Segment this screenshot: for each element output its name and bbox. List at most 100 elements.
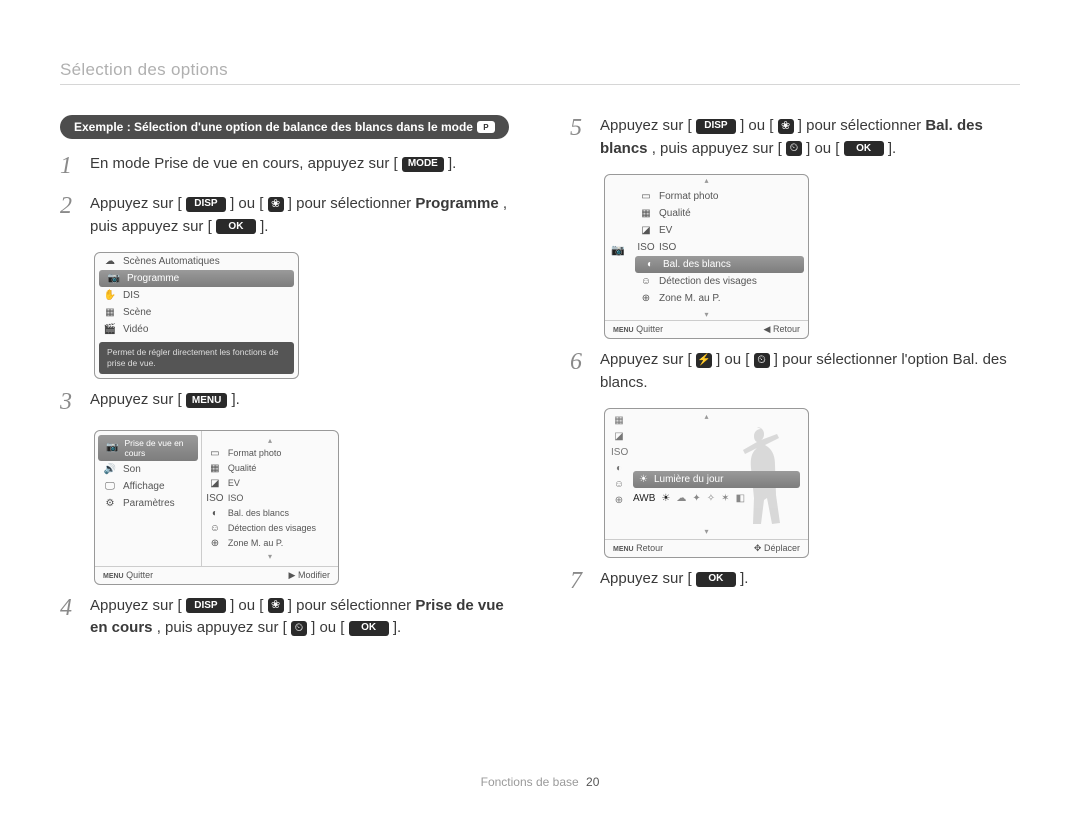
step-number: 3 bbox=[60, 389, 90, 415]
list-item: ◪EV bbox=[202, 476, 338, 491]
list-item: ◐Bal. des blancs bbox=[635, 256, 804, 273]
move-icon: ✥ bbox=[754, 543, 762, 553]
item-label: Zone M. au P. bbox=[228, 538, 283, 548]
example-pill-text: Exemple : Sélection d'une option de bala… bbox=[74, 120, 473, 134]
camera-ui-mode-list: ☁Scènes Automatiques📷Programme✋DIS▦Scène… bbox=[94, 252, 299, 379]
text: En mode Prise de vue en cours, appuyez s… bbox=[90, 155, 398, 172]
menu-button-icon: MENU bbox=[186, 393, 227, 408]
list-item: ⊕Zone M. au P. bbox=[631, 290, 808, 307]
list-item: ▭Format photo bbox=[202, 446, 338, 461]
step-3: 3 Appuyez sur [ MENU ]. bbox=[60, 389, 510, 415]
item-label: Détection des visages bbox=[228, 523, 316, 533]
step-number: 2 bbox=[60, 193, 90, 219]
list-item: ▦Scène bbox=[95, 304, 298, 321]
arrow-right-icon: ▶ bbox=[289, 570, 296, 580]
step-body: Appuyez sur [ DISP ] ou [ ❀ ] pour sélec… bbox=[600, 115, 1020, 160]
text: ] pour sélectionner bbox=[288, 597, 416, 614]
footer-right: ◀ Retour bbox=[764, 324, 800, 335]
list-item: ✋DIS bbox=[95, 287, 298, 304]
step-number: 6 bbox=[570, 349, 600, 375]
item-label: Vidéo bbox=[123, 324, 148, 335]
scroll-up-icon: ▴ bbox=[202, 435, 338, 446]
list-item: ⊕Zone M. au P. bbox=[202, 536, 338, 551]
item-label: Paramètres bbox=[123, 498, 175, 509]
page-footer: Fonctions de base 20 bbox=[0, 775, 1080, 789]
text: ] ou [ bbox=[230, 195, 263, 212]
item-label: Affichage bbox=[123, 481, 165, 492]
strip-icon: ◪ bbox=[611, 431, 627, 442]
example-pill: Exemple : Sélection d'une option de bala… bbox=[60, 115, 509, 139]
scroll-down-icon: ▾ bbox=[605, 526, 808, 537]
step-1: 1 En mode Prise de vue en cours, appuyez… bbox=[60, 153, 510, 179]
item-label: Son bbox=[123, 464, 141, 475]
list-item: ◐Bal. des blancs bbox=[202, 506, 338, 521]
step-number: 4 bbox=[60, 595, 90, 621]
strip-icon: ⊕ bbox=[611, 495, 627, 506]
ok-button-icon: OK bbox=[696, 572, 736, 587]
right-column: 5 Appuyez sur [ DISP ] ou [ ❀ ] pour sél… bbox=[570, 115, 1020, 654]
item-label: Détection des visages bbox=[659, 276, 757, 287]
text: ] ou [ bbox=[806, 140, 839, 157]
list-item: 🔊 Son bbox=[95, 461, 201, 478]
list-item: ▦Qualité bbox=[202, 461, 338, 476]
item-label: Scènes Automatiques bbox=[123, 256, 220, 267]
flower-button-icon: ❀ bbox=[778, 119, 794, 134]
settings-list: ▭Format photo▦Qualité◪EVISOISO◐Bal. des … bbox=[605, 186, 808, 309]
text: , puis appuyez sur [ bbox=[157, 619, 287, 636]
text: Retour bbox=[773, 324, 800, 334]
sun-icon: ☀ bbox=[639, 474, 648, 485]
header-rule bbox=[60, 84, 1020, 85]
step-number: 1 bbox=[60, 153, 90, 179]
disp-button-icon: DISP bbox=[696, 119, 736, 134]
ok-button-icon: OK bbox=[216, 219, 256, 234]
strip-icon: ISO bbox=[611, 447, 627, 458]
text: , puis appuyez sur [ bbox=[652, 140, 782, 157]
footer-left: MENU Quitter bbox=[103, 570, 153, 581]
step-body: Appuyez sur [ DISP ] ou [ ❀ ] pour sélec… bbox=[90, 193, 510, 238]
item-icon: ▦ bbox=[639, 208, 653, 219]
item-icon: ◐ bbox=[208, 508, 222, 519]
text: Quitter bbox=[636, 324, 663, 334]
step-7: 7 Appuyez sur [ OK ]. bbox=[570, 568, 1020, 594]
text: Appuyez sur [ bbox=[600, 351, 692, 368]
text-bold: Programme bbox=[415, 195, 498, 212]
item-icon: ISO bbox=[208, 493, 222, 504]
item-icon: ▭ bbox=[208, 448, 222, 459]
step-body: Appuyez sur [ OK ]. bbox=[600, 568, 1020, 591]
text: ] pour sélectionner bbox=[798, 117, 926, 134]
text: ] pour sélectionner bbox=[288, 195, 416, 212]
list-item: ▭Format photo bbox=[631, 188, 808, 205]
wb-option-icon: ☀ bbox=[661, 493, 670, 504]
item-icon: ☁ bbox=[103, 256, 117, 267]
list-item: ⚙Paramètres bbox=[95, 495, 201, 512]
camera-icon: 📷 bbox=[611, 243, 625, 256]
item-label: Bal. des blancs bbox=[663, 259, 731, 270]
item-label: ISO bbox=[659, 242, 676, 253]
strip-icon: ▦ bbox=[611, 415, 627, 426]
list-item: ☺ Détection des visages bbox=[631, 273, 808, 290]
item-icon: ◪ bbox=[639, 225, 653, 236]
item-icon: ☺ bbox=[639, 276, 653, 287]
item-icon: 🖵 bbox=[103, 481, 117, 492]
text: ] ou [ bbox=[311, 619, 344, 636]
page-header: Sélection des options bbox=[60, 60, 1020, 80]
text: Appuyez sur [ bbox=[600, 117, 692, 134]
item-icon: ▦ bbox=[103, 307, 117, 318]
settings-strip: ▦◪ISO◐☺⊕ bbox=[611, 415, 627, 506]
mode-description: Permet de régler directement les fonctio… bbox=[99, 342, 294, 374]
item-label: Programme bbox=[127, 273, 179, 284]
item-icon: 🔊 bbox=[103, 464, 117, 475]
wb-option-icon: AWB bbox=[633, 493, 655, 504]
list-item: 🖵 Affichage bbox=[95, 478, 201, 495]
wb-label: Lumière du jour bbox=[654, 474, 723, 485]
text: Retour bbox=[636, 543, 663, 553]
text: ]. bbox=[888, 140, 896, 157]
text: Quitter bbox=[126, 570, 153, 580]
ok-button-icon: OK bbox=[844, 141, 884, 156]
menu-icon: MENU bbox=[103, 573, 124, 580]
ok-button-icon: OK bbox=[349, 621, 389, 636]
list-item: ▦Qualité bbox=[631, 205, 808, 222]
wb-option-icon: ✦ bbox=[692, 493, 700, 504]
text: Appuyez sur [ bbox=[600, 570, 692, 587]
item-icon: ▭ bbox=[639, 191, 653, 202]
